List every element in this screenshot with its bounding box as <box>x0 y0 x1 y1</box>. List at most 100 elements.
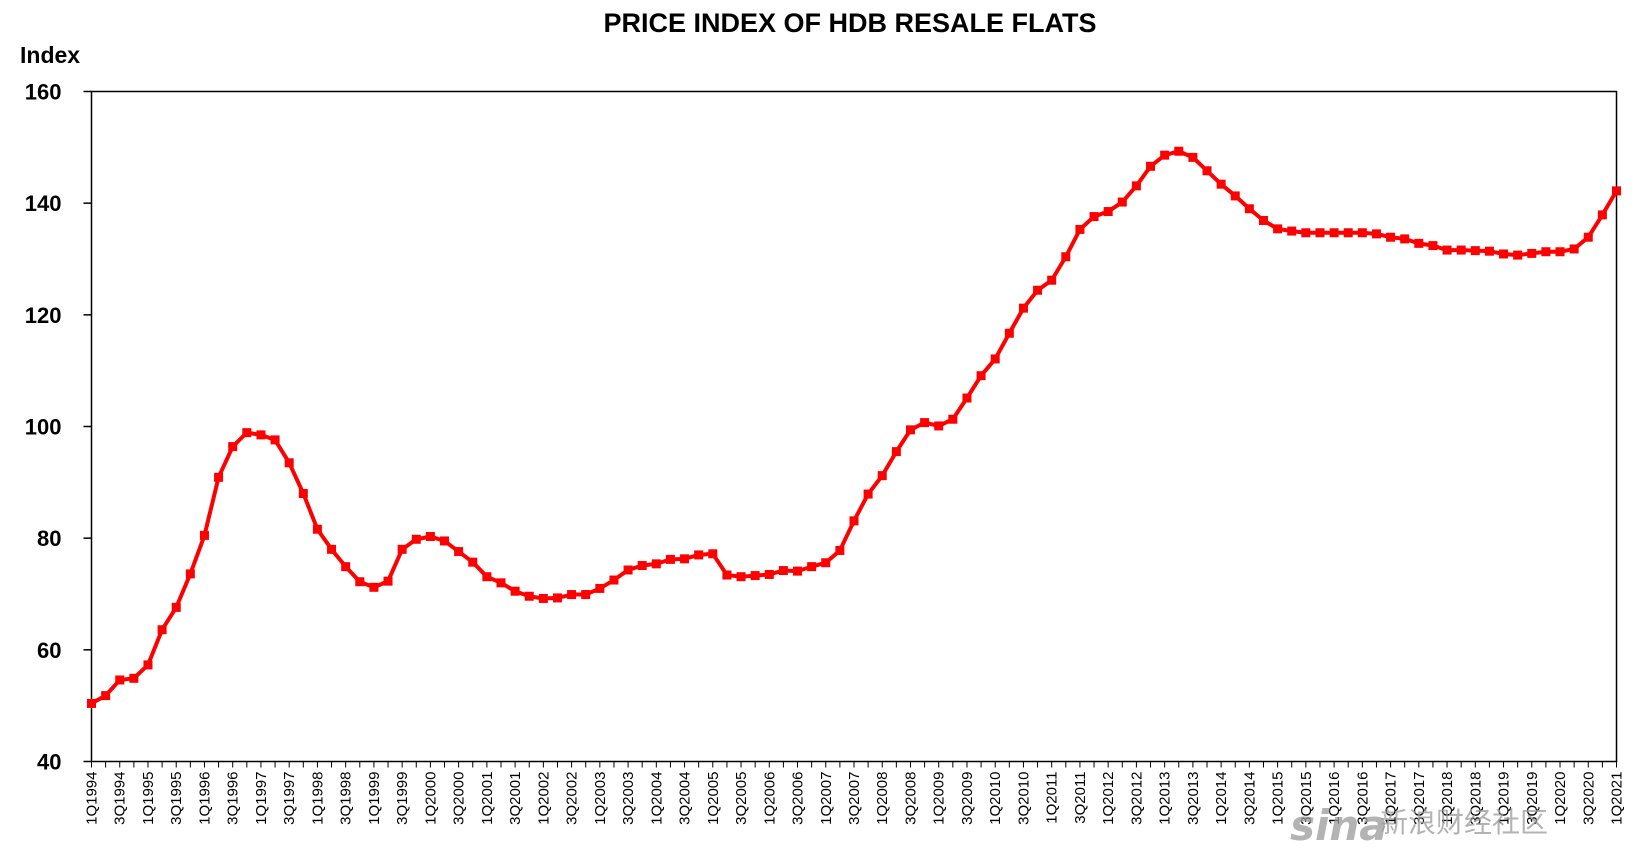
x-tick-label: 1Q2018 <box>1439 772 1456 825</box>
data-point-marker <box>1597 210 1607 220</box>
x-tick-label: 1Q2002 <box>535 772 552 825</box>
data-point-marker <box>355 577 365 587</box>
x-tick-label: 1Q2017 <box>1383 772 1400 825</box>
x-tick-label: 3Q2016 <box>1354 772 1371 825</box>
data-point-marker <box>962 393 972 403</box>
data-point-marker <box>736 572 746 582</box>
data-point-marker <box>1273 224 1283 234</box>
x-tick-label: 3Q2015 <box>1298 772 1315 825</box>
x-tick-label: 1Q1994 <box>84 772 101 825</box>
data-point-marker <box>1018 303 1028 313</box>
data-point-marker <box>1357 228 1367 238</box>
data-point-marker <box>1470 246 1480 256</box>
data-point-marker <box>1230 191 1240 201</box>
data-point-marker <box>1583 232 1593 242</box>
x-tick-label: 1Q2005 <box>705 772 722 825</box>
x-tick-label: 3Q2013 <box>1185 772 1202 825</box>
data-point-marker <box>157 625 167 635</box>
x-tick-label: 3Q1997 <box>281 772 298 825</box>
x-tick-label: 1Q1996 <box>196 772 213 825</box>
x-tick-label: 1Q2001 <box>479 772 496 825</box>
data-point-marker <box>1131 181 1141 191</box>
y-tick-label: 140 <box>25 191 62 216</box>
data-point-marker <box>397 544 407 554</box>
data-point-marker <box>1569 244 1579 254</box>
y-tick-label: 160 <box>25 80 62 105</box>
data-point-marker <box>1301 228 1311 238</box>
data-point-marker <box>807 562 817 572</box>
data-point-marker <box>1513 250 1523 260</box>
data-point-marker <box>115 675 125 685</box>
data-point-marker <box>609 575 619 585</box>
data-point-marker <box>1315 228 1325 238</box>
data-point-marker <box>383 576 393 586</box>
data-point-marker <box>891 447 901 457</box>
data-point-marker <box>1287 226 1297 236</box>
x-tick-label: 1Q2007 <box>818 772 835 825</box>
data-point-marker <box>680 554 690 564</box>
data-point-marker <box>298 489 308 498</box>
data-point-marker <box>171 602 181 612</box>
x-tick-label: 3Q2007 <box>846 772 863 825</box>
data-point-marker <box>1174 146 1184 156</box>
data-point-marker <box>496 578 506 588</box>
sina-watermark: sina 新浪财经社区 <box>1290 801 1548 850</box>
data-point-marker <box>1103 207 1113 217</box>
x-tick-label: 1Q2004 <box>648 772 665 825</box>
data-point-marker <box>552 593 562 603</box>
data-point-marker <box>1061 252 1071 262</box>
data-point-marker <box>708 549 718 559</box>
x-tick-label: 1Q2016 <box>1326 772 1343 825</box>
x-tick-label: 3Q2002 <box>564 772 581 825</box>
data-point-marker <box>1484 246 1494 256</box>
data-point-marker <box>665 554 675 564</box>
x-tick-label: 3Q2008 <box>902 772 919 825</box>
x-tick-label: 3Q2018 <box>1467 772 1484 825</box>
x-tick-label: 3Q2003 <box>620 772 637 825</box>
data-point-marker <box>284 458 294 468</box>
x-tick-label: 1Q2014 <box>1213 772 1230 825</box>
y-tick-label: 40 <box>37 750 61 775</box>
data-point-marker <box>1499 249 1509 259</box>
x-tick-label: 1Q1998 <box>309 772 326 825</box>
data-point-marker <box>214 472 224 482</box>
data-point-marker <box>312 524 322 534</box>
data-point-marker <box>1004 328 1014 338</box>
data-point-marker <box>877 471 887 481</box>
data-point-marker <box>1329 228 1339 238</box>
data-point-marker <box>1075 224 1085 234</box>
data-point-marker <box>1414 238 1424 248</box>
x-tick-label: 3Q2009 <box>959 771 976 824</box>
x-tick-label: 1Q2011 <box>1044 772 1061 824</box>
data-point-marker <box>143 660 153 670</box>
x-tick-label: 1Q2010 <box>987 771 1004 824</box>
data-point-marker <box>920 418 930 428</box>
x-tick-label: 3Q2017 <box>1411 772 1428 825</box>
x-tick-label: 3Q1999 <box>394 772 411 825</box>
x-tick-label: 1Q2015 <box>1270 772 1287 825</box>
data-point-marker <box>821 558 831 568</box>
data-point-marker <box>185 569 195 579</box>
x-tick-label: 3Q2006 <box>790 772 807 825</box>
data-point-marker <box>327 544 337 554</box>
data-point-marker <box>538 593 548 603</box>
data-point-marker <box>524 591 534 601</box>
data-point-marker <box>1160 150 1170 160</box>
data-point-marker <box>1343 228 1353 238</box>
x-tick-label: 3Q2020 <box>1580 772 1597 825</box>
data-point-marker <box>637 561 647 571</box>
data-point-marker <box>411 534 421 544</box>
data-point-marker <box>101 691 111 701</box>
data-point-marker <box>948 414 958 424</box>
x-tick-label: 3Q2005 <box>733 772 750 825</box>
data-point-marker <box>1244 204 1254 214</box>
data-point-marker <box>454 547 464 557</box>
y-axis: 40 60 80 100 120 140 160 <box>25 80 92 775</box>
data-point-marker <box>1146 161 1156 171</box>
y-tick-label: 100 <box>25 415 62 440</box>
data-point-marker <box>1258 215 1268 225</box>
x-tick-label: 3Q1996 <box>225 772 242 825</box>
plot-area-frame <box>90 90 1618 763</box>
data-point-marker <box>228 442 238 452</box>
data-point-marker <box>595 583 605 593</box>
